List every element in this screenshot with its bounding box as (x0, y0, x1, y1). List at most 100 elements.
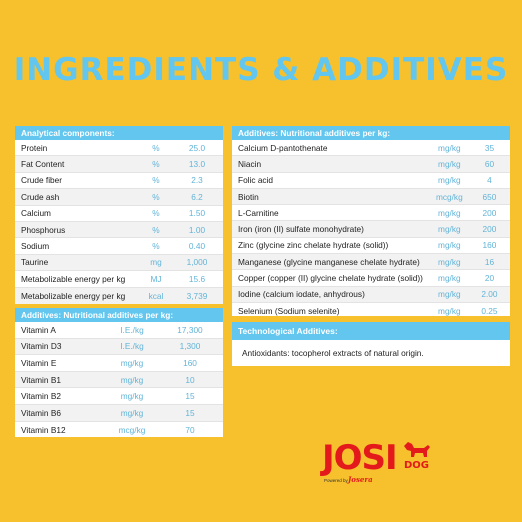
row-value: 1,000 (186, 257, 208, 268)
row-value: 160 (482, 240, 497, 251)
row-name: Taurine (21, 257, 49, 268)
row-unit: mg/kg (438, 175, 461, 186)
row-name: Copper (copper (II) glycine chelate hydr… (238, 273, 423, 284)
powered-by-text: Powered by (324, 478, 348, 483)
row-name: Protein (21, 142, 48, 153)
table-row: Iron (iron (II) sulfate monohydrate) mg/k… (232, 221, 510, 238)
table-row: Iodine (calcium iodate, anhydrous) mg/kg 2… (232, 286, 510, 303)
row-name: Manganese (glycine manganese chelate hyd… (238, 256, 420, 267)
row-unit: % (152, 241, 160, 252)
table-row: Zinc (glycine zinc chelate hydrate (soli… (232, 238, 510, 255)
row-unit: % (152, 142, 160, 153)
technological-text: Antioxidants: tocopherol extracts of nat… (242, 348, 424, 358)
table-row: Vitamin E mg/kg 160 (15, 355, 223, 372)
table-row: Biotin mcg/kg 650 (232, 188, 510, 206)
row-value: 200 (482, 224, 497, 235)
table-row: Vitamin D3 I.E./kg 1,300 (15, 338, 223, 356)
row-value: 15.6 (188, 273, 206, 284)
row-unit: mg/kg (438, 142, 461, 153)
row-value: 60 (484, 158, 495, 169)
row-name: Sodium (21, 241, 50, 252)
table-row: Phosphorus% 1.00 (15, 221, 223, 239)
row-value: 4 (487, 175, 492, 186)
row-unit: MJ (150, 273, 162, 284)
table-row: L-Carnitine mg/kg 200 (232, 205, 510, 222)
row-value: 35 (484, 142, 495, 153)
table-row: Protein% 25.0 (15, 140, 223, 157)
technological-header: Technological Additives: (232, 322, 510, 340)
row-name: Folic acid (238, 175, 274, 186)
row-value: 16 (484, 256, 495, 267)
row-name: Vitamin D3 (21, 341, 62, 352)
table-row: Niacin mg/kg 60 (232, 156, 510, 173)
row-unit: mcg/kg (435, 191, 463, 202)
table-row: Folic acid mg/kg 4 (232, 173, 510, 189)
row-unit: % (152, 208, 160, 219)
row-unit: % (152, 175, 160, 186)
page-title: INGREDIENTS & ADDITIVES (13, 52, 509, 88)
row-value: 70 (185, 424, 195, 435)
josidog-logo: JOSI DOG Powered by Josera (322, 438, 452, 490)
table-row: Copper (copper (II) glycine chelate hydr… (232, 270, 510, 287)
row-value: 1.50 (188, 208, 206, 219)
row-unit: mcg/kg (118, 424, 146, 435)
table-row: Vitamin B12 mcg/kg 70 (15, 422, 223, 439)
table-row: Fat Content% 13.0 (15, 156, 223, 173)
row-name: Crude fiber (21, 175, 63, 186)
row-value: 10 (185, 374, 195, 385)
row-name: L-Carnitine (238, 207, 279, 218)
row-unit: mg/kg (438, 158, 461, 169)
row-value: 0.40 (188, 241, 206, 252)
row-unit: mg (150, 257, 162, 268)
row-value: 160 (183, 357, 197, 368)
row-name: Iron (iron (II) sulfate monohydrate) (238, 224, 364, 235)
row-value: 0.25 (481, 306, 498, 317)
row-name: Crude ash (21, 191, 60, 202)
analytical-header: Analytical components: (15, 126, 223, 140)
row-unit: kcal (148, 290, 164, 301)
row-unit: mg/kg (438, 306, 461, 317)
row-value: 1,300 (179, 341, 201, 352)
row-unit: mg/kg (438, 224, 461, 235)
row-name: Vitamin B6 (21, 407, 61, 418)
row-unit: mg/kg (120, 391, 144, 402)
row-unit: mg/kg (120, 407, 144, 418)
table-row: Vitamin B6 mg/kg 15 (15, 404, 223, 422)
table-row: Vitamin A I.E./kg 17,300 (15, 322, 223, 339)
table-row: Crude ash% 6.2 (15, 189, 223, 206)
minerals-header: Additives: Nutritional additives per kg: (232, 126, 510, 140)
row-name: Vitamin E (21, 357, 57, 368)
table-row: Crude fiber% 2.3 (15, 173, 223, 190)
row-name: Fat Content (21, 159, 65, 170)
row-unit: % (152, 159, 160, 170)
row-unit: mg/kg (120, 374, 144, 385)
technological-additives-panel: Technological Additives: Antioxidants: t… (232, 322, 510, 366)
row-unit: mg/kg (438, 207, 461, 218)
table-row: Sodium% 0.40 (15, 238, 223, 255)
row-name: Phosphorus (21, 224, 66, 235)
row-value: 2.00 (481, 289, 498, 300)
row-name: Vitamin B1 (21, 374, 61, 385)
vitamins-header: Additives: Nutritional additives per kg: (15, 308, 223, 322)
row-unit: mg/kg (438, 256, 461, 267)
row-value: 3,739 (186, 290, 208, 301)
row-name: Selenium (Sodium selenite) (238, 306, 340, 317)
row-name: Vitamin A (21, 324, 56, 335)
table-row: Vitamin B2 mg/kg 15 (15, 388, 223, 405)
row-value: 2.3 (191, 175, 203, 186)
row-unit: % (152, 191, 160, 202)
row-unit: mg/kg (120, 357, 144, 368)
dog-icon (404, 442, 430, 457)
logo-dog-text: DOG (404, 460, 430, 471)
row-unit: mg/kg (438, 289, 461, 300)
table-row: Calcium% 1.50 (15, 206, 223, 222)
row-unit: I.E./kg (120, 341, 144, 352)
table-row: Taurine mg 1,000 (15, 254, 223, 272)
row-unit: % (152, 224, 160, 235)
row-name: Zinc (glycine zinc chelate hydrate (soli… (238, 240, 389, 251)
row-name: Niacin (238, 158, 262, 169)
table-row: Metabolizable energy per kg kcal 3,739 (15, 287, 223, 304)
row-value: 15 (185, 391, 195, 402)
row-value: 17,300 (177, 324, 203, 335)
josera-text: Josera (348, 475, 373, 484)
